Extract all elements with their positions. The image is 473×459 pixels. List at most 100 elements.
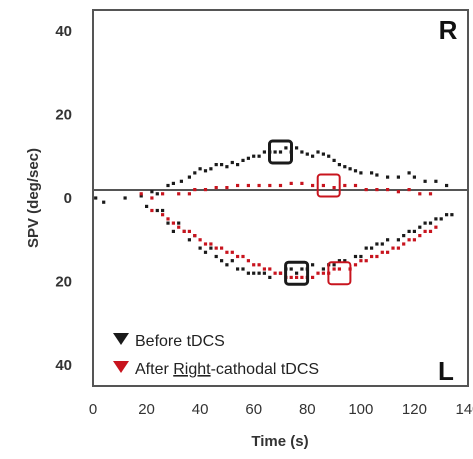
after-data-point	[370, 254, 374, 259]
after-data-point	[161, 213, 165, 217]
after-data-point	[311, 275, 315, 279]
after-data-point	[428, 229, 433, 233]
before-data-point	[396, 175, 400, 179]
x-tick-label: 20	[138, 401, 155, 418]
after-data-point	[278, 183, 283, 188]
legend-label-before: Before tDCS	[135, 333, 225, 350]
plot-frame	[92, 9, 469, 387]
legend-label-after: After Right-cathodal tDCS	[135, 361, 319, 378]
after-data-point	[246, 259, 250, 263]
after-data-point	[252, 263, 256, 267]
y-tick-label: 20	[55, 274, 72, 291]
before-data-point	[252, 271, 256, 275]
after-data-point	[225, 250, 229, 254]
legend-label-after-underlined: Right	[173, 361, 211, 378]
after-data-point	[364, 259, 368, 263]
after-data-point	[321, 271, 325, 275]
before-data-point	[257, 154, 261, 158]
after-data-point	[434, 225, 438, 229]
before-data-point	[423, 179, 427, 183]
before-data-point	[412, 175, 416, 179]
before-data-point	[198, 167, 202, 171]
before-data-point	[203, 169, 208, 173]
legend-label-after-prefix: After	[135, 361, 173, 378]
after-data-point	[300, 181, 304, 185]
before-data-point	[370, 171, 374, 175]
before-data-point	[439, 217, 443, 221]
before-data-point	[316, 150, 320, 154]
before-data-point	[262, 271, 266, 275]
before-data-point	[321, 152, 325, 156]
before-data-point	[166, 221, 170, 225]
y-tick-label: 0	[64, 190, 72, 207]
before-data-point	[236, 163, 240, 167]
after-data-point	[343, 183, 347, 188]
before-data-point	[203, 250, 208, 254]
before-data-point	[311, 154, 315, 158]
legend: Before tDCS After Right-cathodal tDCS	[113, 333, 319, 378]
x-tick-label: 60	[245, 401, 262, 418]
x-axis-label: Time (s)	[251, 433, 308, 450]
after-data-point	[300, 275, 304, 279]
after-data-point	[332, 186, 336, 190]
after-data-point	[418, 192, 422, 196]
before-data-point	[289, 267, 293, 271]
after-data-point	[214, 186, 218, 190]
before-mean-marker	[284, 260, 310, 286]
before-data-point	[359, 254, 363, 259]
before-data-point	[343, 259, 347, 263]
before-data-point	[300, 267, 304, 271]
before-data-point	[214, 163, 218, 167]
before-data-point	[353, 254, 358, 259]
after-data-point	[268, 183, 272, 188]
after-data-point	[193, 188, 197, 192]
before-data-point	[155, 208, 159, 213]
after-data-point	[380, 250, 384, 254]
after-data-point	[209, 242, 213, 246]
after-data-point	[236, 183, 240, 188]
before-data-point	[386, 238, 390, 242]
after-mean-marker	[327, 261, 352, 286]
y-tick-label: 40	[55, 23, 72, 40]
after-data-point	[353, 183, 358, 188]
legend-marker-after	[113, 361, 129, 373]
after-data-point	[332, 267, 336, 271]
after-data-point	[177, 192, 181, 196]
after-data-point	[139, 192, 143, 196]
x-tick-label: 140	[455, 401, 473, 418]
y-tick-label: 20	[55, 106, 72, 123]
before-data-point	[353, 169, 358, 173]
after-data-point	[246, 183, 250, 188]
after-data-point	[257, 183, 261, 188]
before-data-point	[171, 181, 175, 185]
before-data-point	[332, 158, 336, 162]
after-data-point	[396, 190, 400, 194]
before-data-point	[123, 196, 127, 200]
before-data-point	[300, 150, 304, 154]
before-data-point	[193, 171, 197, 175]
after-data-point	[375, 254, 379, 259]
before-data-point	[337, 259, 341, 263]
before-data-point	[386, 175, 390, 179]
after-data-point	[150, 208, 154, 213]
x-tick-label: 80	[299, 401, 316, 418]
after-data-point	[337, 267, 341, 271]
after-data-point	[161, 192, 165, 196]
before-data-point	[252, 154, 256, 158]
after-data-point	[412, 238, 416, 242]
before-data-point	[139, 194, 143, 198]
before-data-point	[187, 175, 191, 179]
before-data-point	[434, 217, 438, 221]
after-data-point	[278, 271, 283, 275]
after-data-point	[316, 271, 320, 275]
y-axis-label-group: SPV (deg/sec)	[25, 148, 42, 248]
before-data-point	[359, 171, 363, 175]
legend-label-after-suffix: -cathodal tDCS	[211, 361, 320, 378]
after-data-point	[241, 254, 245, 259]
before-data-point	[161, 208, 165, 213]
after-data-point	[193, 234, 197, 238]
before-data-point	[295, 146, 299, 150]
before-data-point	[225, 263, 229, 267]
after-data-point	[220, 246, 224, 250]
